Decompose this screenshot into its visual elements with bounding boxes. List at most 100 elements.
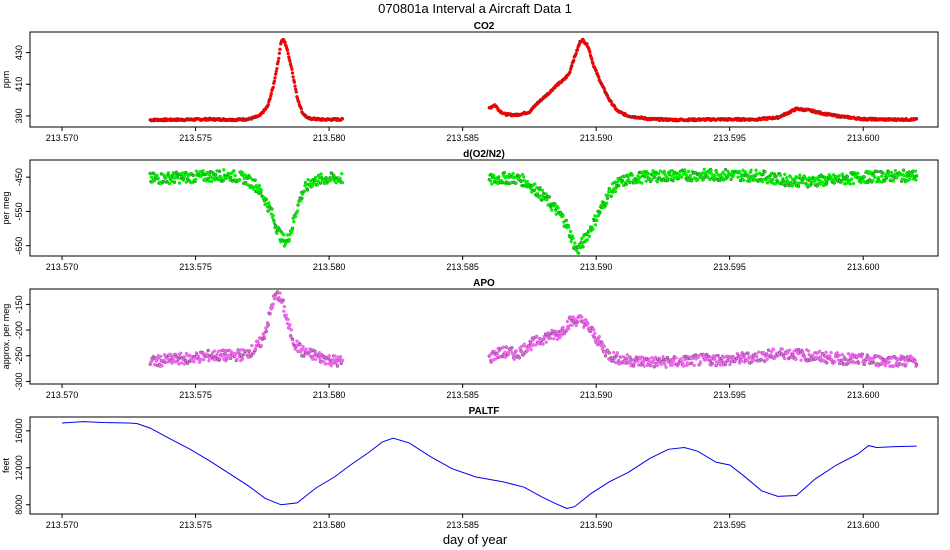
y-axis-label-o2n2: per meg <box>1 191 11 224</box>
data-point <box>685 173 689 178</box>
data-point <box>904 362 908 367</box>
data-point <box>340 358 345 362</box>
data-point <box>755 355 759 359</box>
data-point <box>266 209 270 213</box>
data-point <box>561 214 565 218</box>
data-point <box>290 71 295 75</box>
data-point <box>598 210 602 215</box>
data-point <box>910 172 914 177</box>
data-point <box>253 346 258 351</box>
x-tick-label-o2n2-6: 213.600 <box>847 262 880 272</box>
data-point <box>883 178 887 183</box>
data-point <box>545 198 549 202</box>
data-point <box>713 357 717 362</box>
panel-title-co2: CO2 <box>474 21 495 32</box>
data-point <box>630 173 635 177</box>
data-point <box>233 173 237 178</box>
data-point <box>271 85 275 90</box>
data-point <box>889 170 894 175</box>
data-point <box>791 352 795 357</box>
x-tick-label-o2n2-4: 213.590 <box>580 262 613 272</box>
y-tick-label-o2n2-0: -650 <box>14 237 24 255</box>
data-point <box>221 178 225 183</box>
data-point <box>706 175 710 180</box>
data-point <box>286 317 290 322</box>
data-point <box>591 61 595 66</box>
data-point <box>546 331 550 335</box>
data-point <box>666 176 670 180</box>
data-point <box>256 340 260 345</box>
data-point <box>754 168 758 173</box>
data-point <box>721 170 725 175</box>
x-tick-label-co2-0: 213.570 <box>46 133 79 143</box>
data-point <box>273 76 277 80</box>
data-point <box>572 58 576 63</box>
data-point <box>609 355 613 360</box>
data-point <box>631 364 636 368</box>
data-point <box>540 188 545 193</box>
data-point <box>554 212 558 216</box>
data-point <box>785 175 789 180</box>
data-point <box>222 354 227 358</box>
data-point <box>504 345 508 349</box>
data-point <box>650 178 654 182</box>
data-point <box>658 169 663 173</box>
data-point <box>340 180 345 185</box>
data-point <box>532 188 536 193</box>
data-point <box>513 352 517 357</box>
data-point <box>179 351 183 355</box>
data-point <box>275 231 279 236</box>
data-point <box>272 218 276 223</box>
data-point <box>159 354 163 359</box>
data-point <box>253 178 257 182</box>
data-point <box>327 354 331 358</box>
data-point <box>698 360 703 364</box>
data-point <box>156 176 161 181</box>
data-point <box>290 337 295 342</box>
data-point <box>282 233 286 237</box>
data-point <box>165 179 169 184</box>
data-point <box>501 345 505 349</box>
data-point <box>288 59 292 64</box>
data-point <box>609 99 613 104</box>
data-point <box>866 180 870 185</box>
x-axis-title: day of year <box>443 532 508 547</box>
data-point <box>257 183 262 188</box>
x-tick-label-o2n2-2: 213.580 <box>313 262 346 272</box>
data-point <box>184 180 189 184</box>
data-point <box>856 171 860 176</box>
data-point <box>514 349 518 353</box>
x-tick-label-apo-4: 213.590 <box>580 390 613 400</box>
data-point <box>160 364 164 368</box>
data-point <box>615 351 620 355</box>
data-point <box>206 348 210 353</box>
y-tick-label-apo-0: -300 <box>14 372 24 390</box>
x-tick-label-co2-5: 213.595 <box>713 133 746 143</box>
data-point <box>799 358 803 362</box>
data-point <box>512 357 516 361</box>
data-point <box>213 173 218 177</box>
data-point <box>741 178 746 183</box>
data-point <box>271 302 275 306</box>
data-point <box>283 40 287 45</box>
data-point <box>761 172 765 177</box>
data-point <box>553 202 557 206</box>
plot-frame-apo <box>29 288 939 385</box>
x-tick-label-paltf-1: 213.575 <box>179 520 212 530</box>
x-tick-label-apo-5: 213.595 <box>713 390 746 400</box>
data-point <box>323 362 328 366</box>
data-point <box>313 178 317 183</box>
data-point <box>318 357 322 361</box>
data-point <box>832 181 836 185</box>
data-point <box>828 354 832 358</box>
data-point <box>587 234 591 239</box>
data-point <box>778 173 783 178</box>
data-point <box>164 176 168 180</box>
y-tick-label-co2-1: 410 <box>14 77 24 92</box>
data-point <box>818 178 822 183</box>
data-point <box>522 175 526 179</box>
data-point <box>788 348 792 352</box>
data-point <box>607 351 611 355</box>
data-point <box>905 174 909 178</box>
y-axis-label-paltf: feet <box>1 457 11 473</box>
